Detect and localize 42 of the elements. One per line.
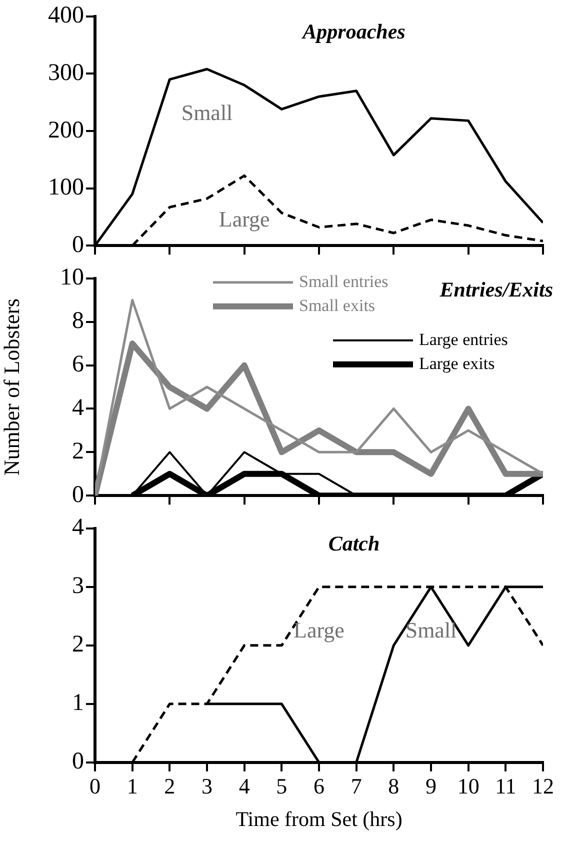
- y-tick-label: 10: [60, 264, 84, 291]
- x-tick-label: 1: [126, 773, 138, 798]
- legend-label: Small exits: [299, 296, 376, 315]
- y-axis-title: Number of Lobsters: [0, 298, 24, 476]
- x-axis-title: Time from Set (hrs): [236, 806, 402, 831]
- y-tick-label: 0: [72, 232, 84, 258]
- y-tick-label: 100: [48, 174, 84, 201]
- legend-label: Large entries: [419, 330, 508, 349]
- series-label: Large: [218, 206, 270, 232]
- y-tick-label: 1: [72, 690, 84, 716]
- y-tick-label: 200: [48, 117, 84, 144]
- x-tick-label: 12: [532, 773, 554, 798]
- y-tick-label: 6: [72, 352, 84, 378]
- y-tick-label: 4: [72, 395, 84, 422]
- y-tick-label: 4: [72, 514, 84, 541]
- x-tick-label: 5: [276, 773, 288, 798]
- chart-title: Catch: [328, 531, 380, 556]
- x-tick-label: 7: [350, 773, 362, 798]
- legend-label: Small entries: [299, 272, 388, 291]
- y-tick-label: 3: [72, 573, 84, 600]
- y-tick-label: 0: [72, 748, 84, 775]
- x-tick-label: 3: [202, 773, 212, 798]
- y-tick-label: 2: [72, 632, 84, 658]
- chart-title: Approaches: [300, 19, 406, 44]
- y-tick-label: 400: [48, 2, 84, 29]
- series-label: Small: [405, 618, 457, 643]
- series-label: Large: [294, 618, 344, 643]
- y-tick-label: 300: [48, 60, 84, 86]
- y-tick-label: 8: [72, 308, 84, 334]
- x-tick-label: 9: [426, 773, 436, 798]
- chart-title: Entries/Exits: [438, 277, 553, 302]
- series-label: Small: [181, 100, 233, 125]
- x-tick-label: 2: [164, 773, 176, 798]
- x-tick-label: 6: [314, 773, 324, 798]
- x-tick-label: 0: [90, 773, 100, 798]
- y-tick-label: 2: [72, 438, 84, 464]
- y-tick-label: 0: [72, 482, 84, 508]
- x-tick-label: 4: [238, 773, 250, 798]
- x-tick-label: 8: [388, 773, 400, 798]
- x-tick-label: 10: [457, 773, 480, 798]
- x-tick-label: 11: [495, 773, 516, 798]
- legend-label: Large exits: [419, 354, 495, 373]
